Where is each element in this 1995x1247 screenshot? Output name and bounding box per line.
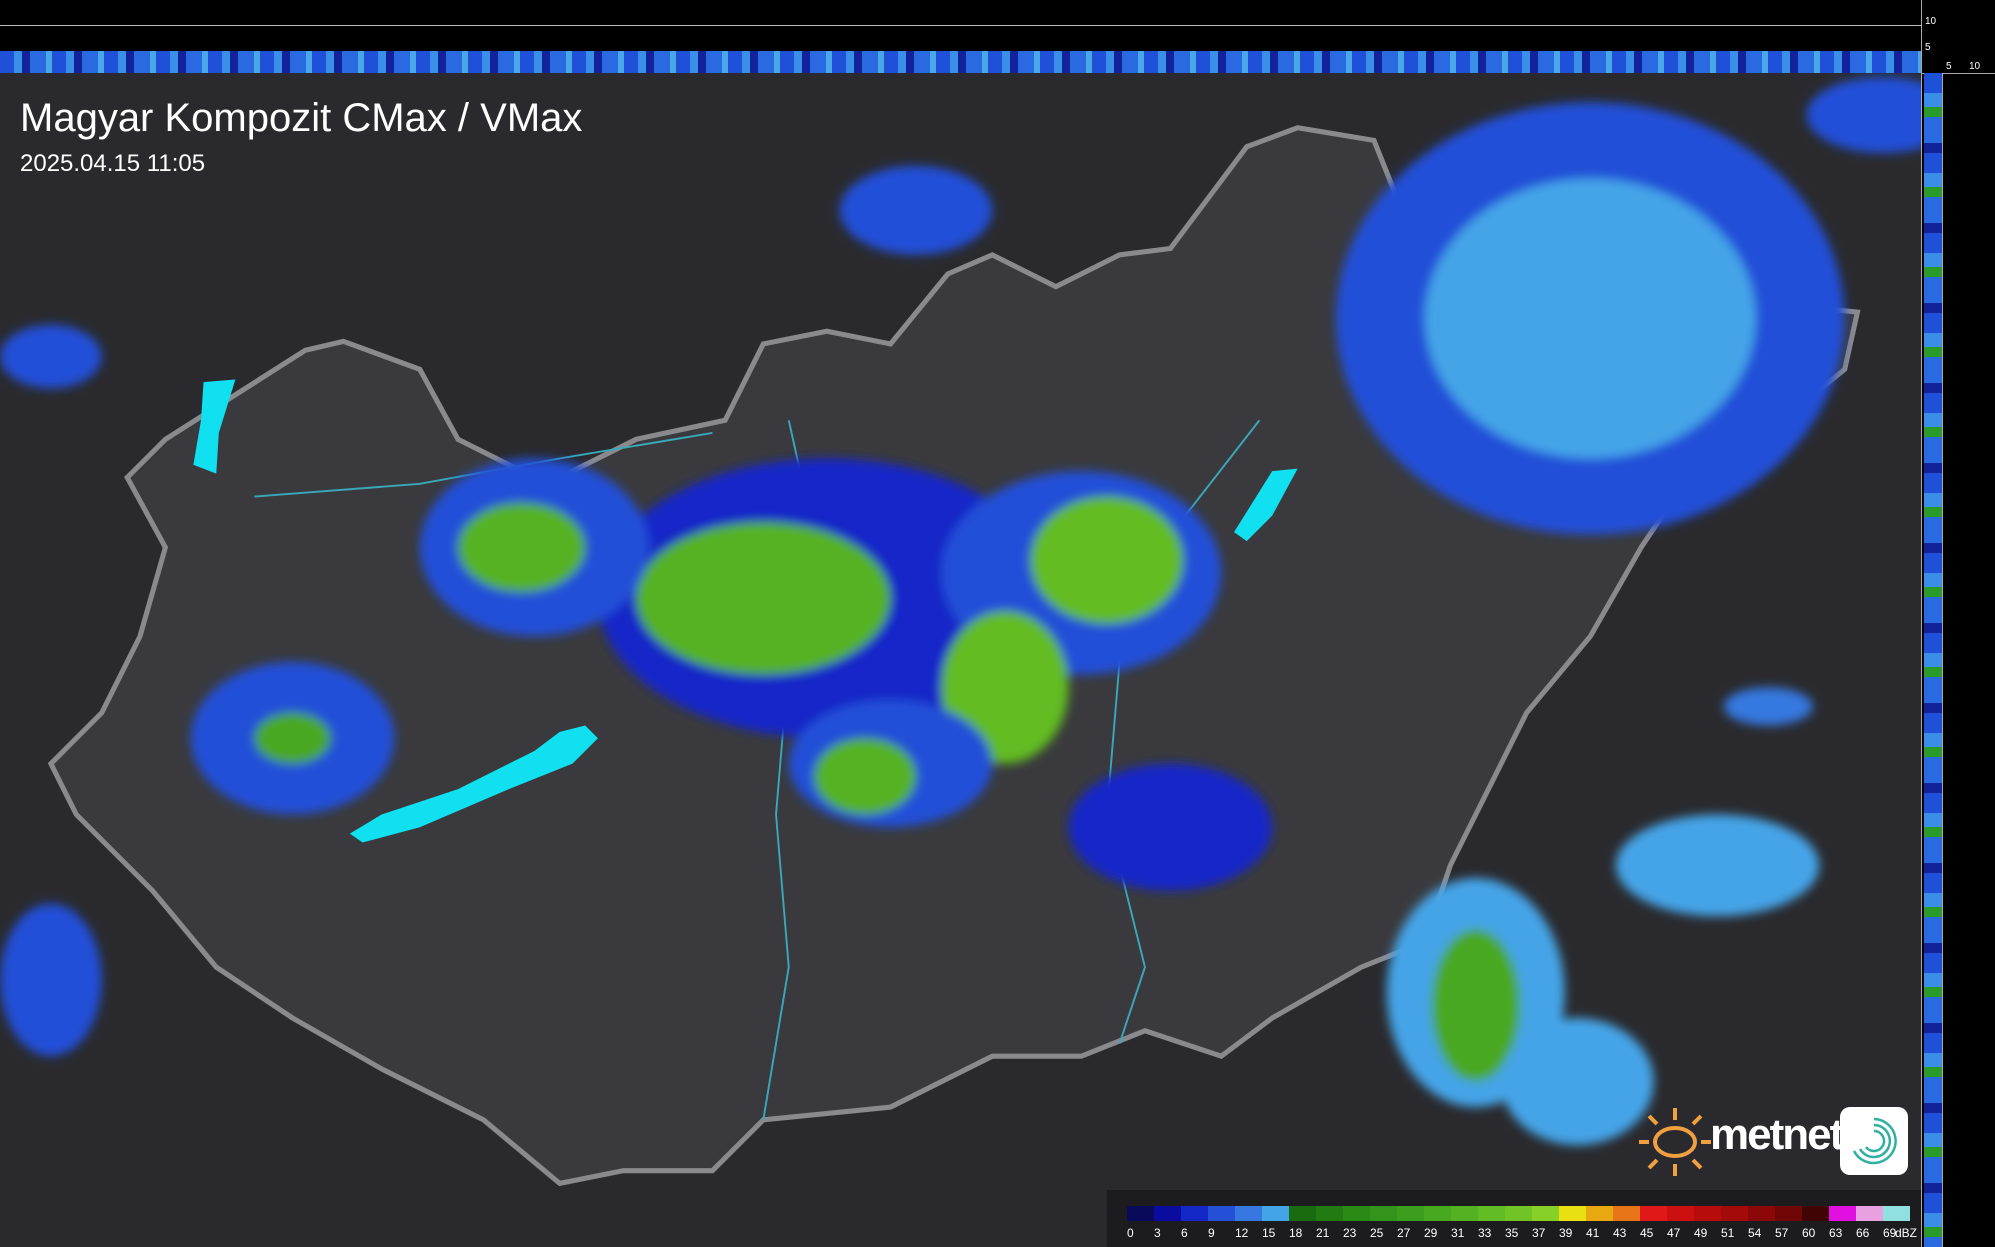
legend-label: 37 [1532,1226,1546,1240]
legend-label: 3 [1154,1226,1161,1240]
legend-swatch [1127,1206,1154,1221]
legend-swatch [1694,1206,1721,1221]
legend-label: 69 [1883,1226,1897,1240]
map-timestamp: 2025.04.15 11:05 [20,150,206,177]
legend-swatch [1316,1206,1343,1221]
legend-label: 60 [1802,1226,1816,1240]
legend-swatch [1424,1206,1451,1221]
legend-swatch [1856,1206,1883,1221]
legend-swatch [1208,1206,1235,1221]
legend-label: 6 [1181,1226,1188,1240]
metnet-logo: metnet [1635,1104,1915,1179]
side-radar-profile [1924,73,1942,1247]
legend-swatch [1532,1206,1559,1221]
legend-swatch [1397,1206,1424,1221]
legend-label: 39 [1559,1226,1573,1240]
top-radar-profile [0,51,1921,73]
grid-line [1921,73,1995,74]
legend-swatch [1154,1206,1181,1221]
legend-labels: 0 3 6 9 12 15 18 21 23 25 27 29 31 33 35 37 39 41 43 45 47 49… [1127,1226,1910,1240]
grid-line [0,25,1921,26]
legend-label: 9 [1208,1226,1215,1240]
sun-icon [1639,1108,1711,1176]
tick-label: 10 [1969,61,1981,72]
grid-line [1942,73,1943,1247]
legend-label: 31 [1451,1226,1465,1240]
legend-swatch [1262,1206,1289,1221]
legend-label: 66 [1856,1226,1870,1240]
legend-swatch [1505,1206,1532,1221]
legend-swatch [1640,1206,1667,1221]
lakes [193,379,1298,843]
legend-label: 21 [1316,1226,1330,1240]
legend-swatch [1613,1206,1640,1221]
legend-label: 43 [1613,1226,1627,1240]
legend-label: 29 [1424,1226,1438,1240]
legend-swatch [1721,1206,1748,1221]
legend-label: 35 [1505,1226,1519,1240]
legend-label: 41 [1586,1226,1600,1240]
legend-swatch [1559,1206,1586,1221]
radar-map[interactable] [0,73,1921,1247]
legend-label: 23 [1343,1226,1357,1240]
legend-swatch [1775,1206,1802,1221]
legend-label: 45 [1640,1226,1654,1240]
legend-label: 51 [1721,1226,1735,1240]
legend-swatch [1343,1206,1370,1221]
metnet-swirl-icon [1840,1107,1908,1175]
legend-swatch [1586,1206,1613,1221]
radar-echoes [0,76,1921,1146]
legend-label: 0 [1127,1226,1134,1240]
map-title: Magyar Kompozit CMax / VMax [20,96,583,140]
legend-label: 18 [1289,1226,1303,1240]
grid-line [1921,0,1922,1247]
legend-label: 25 [1370,1226,1384,1240]
tick-label: 5 [1946,61,1952,72]
legend-swatch [1451,1206,1478,1221]
legend-swatch [1289,1206,1316,1221]
logo-text: metnet [1710,1110,1844,1159]
legend-swatch [1829,1206,1856,1221]
legend-label: 54 [1748,1226,1762,1240]
legend-unit: dBZ [1895,1226,1918,1240]
legend-swatch [1370,1206,1397,1221]
legend-label: 15 [1262,1226,1276,1240]
legend-swatch [1802,1206,1829,1221]
legend-swatch [1883,1206,1910,1221]
legend-label: 57 [1775,1226,1789,1240]
tick-label: 5 [1925,42,1931,53]
legend-label: 12 [1235,1226,1249,1240]
top-cross-section [0,0,1921,73]
tick-label: 10 [1925,16,1937,27]
dbz-legend: 0 3 6 9 12 15 18 21 23 25 27 29 31 33 35 37 39 41 43 45 47 49… [1107,1190,1921,1247]
legend-swatch [1478,1206,1505,1221]
legend-swatch [1748,1206,1775,1221]
legend-swatch [1181,1206,1208,1221]
legend-label: 63 [1829,1226,1843,1240]
legend-swatch [1667,1206,1694,1221]
legend-label: 27 [1397,1226,1411,1240]
legend-label: 49 [1694,1226,1708,1240]
legend-label: 33 [1478,1226,1492,1240]
legend-label: 47 [1667,1226,1681,1240]
legend-color-scale [1127,1206,1910,1221]
legend-swatch [1235,1206,1262,1221]
